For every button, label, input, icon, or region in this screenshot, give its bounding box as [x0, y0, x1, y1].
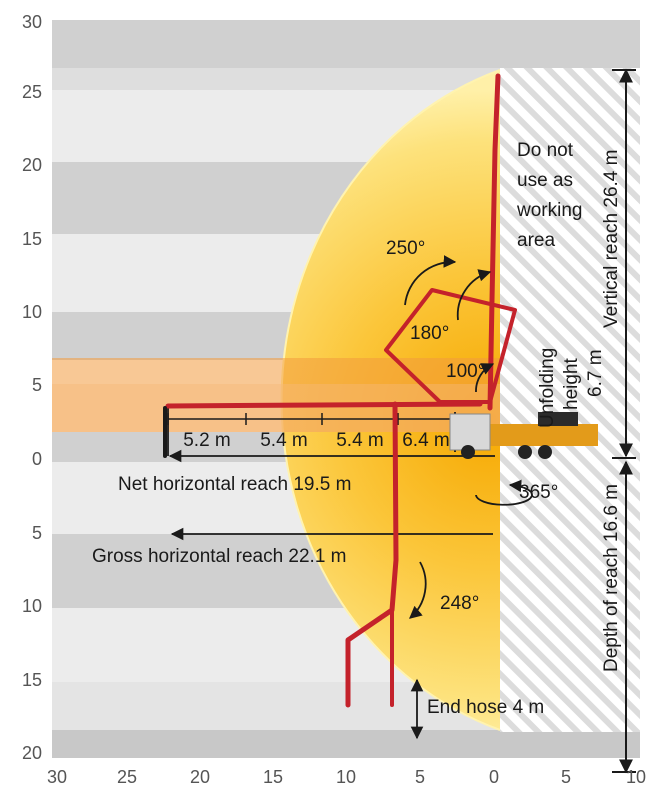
x-tick-15: 15: [263, 767, 283, 787]
rotation-arcs: [404, 255, 533, 740]
segment-label-3: 5.4 m: [336, 430, 384, 451]
net-horizontal-reach-label: Net horizontal reach 19.5 m: [118, 474, 351, 495]
x-tick-5: 5: [415, 767, 425, 787]
x-tick-10r: 10: [626, 767, 646, 787]
x-tick-25: 25: [117, 767, 137, 787]
svg-text:use as: use as: [517, 170, 573, 191]
angle-365-label: 365°: [519, 482, 558, 503]
depth-of-reach-label: Depth of reach 16.6 m: [601, 484, 622, 672]
gross-horizontal-reach-label: Gross horizontal reach 22.1 m: [92, 546, 347, 567]
x-tick-30: 30: [47, 767, 67, 787]
svg-text:working: working: [516, 200, 582, 221]
y-tick-5: 5: [32, 375, 42, 395]
y-tick-30: 30: [22, 12, 42, 32]
segment-label-2: 5.4 m: [260, 430, 308, 451]
boom-horizontal: [165, 401, 483, 409]
no-work-zone-label: Do not use as working area: [516, 140, 582, 251]
segment-label-4: 6.4 m: [402, 430, 450, 451]
y-tick-15d: 15: [22, 670, 42, 690]
svg-text:Unfolding: Unfolding: [537, 348, 558, 428]
x-tick-10: 10: [336, 767, 356, 787]
angle-180-label: 180°: [410, 323, 449, 344]
segment-dimension: [167, 413, 456, 425]
x-tick-20: 20: [190, 767, 210, 787]
x-tick-0: 0: [489, 767, 499, 787]
svg-text:area: area: [517, 230, 555, 251]
angle-250-label: 250°: [386, 238, 425, 259]
y-tick-20d: 20: [22, 743, 42, 763]
segment-label-1: 5.2 m: [183, 430, 231, 451]
y-tick-5d: 5: [32, 523, 42, 543]
no-work-zone: [500, 68, 640, 732]
angle-100-label: 100°: [446, 361, 485, 382]
y-tick-20: 20: [22, 155, 42, 175]
boom: [163, 73, 517, 708]
svg-text:Do not: Do not: [517, 140, 574, 161]
y-tick-10: 10: [22, 302, 42, 322]
vertical-reach-label: Vertical reach 26.4 m: [601, 150, 622, 328]
vertical-reach-dimension: [612, 68, 636, 774]
svg-text:6.7 m: 6.7 m: [585, 349, 606, 397]
boom-vertical: [487, 73, 501, 411]
truck: [449, 412, 598, 459]
x-tick-5r: 5: [561, 767, 571, 787]
angle-248-label: 248°: [440, 593, 479, 614]
y-axis-ticks: 30 25 20 15 10 5 0 5 10 15 20: [22, 12, 42, 763]
unfolding-height-label: Unfolding height 6.7 m: [537, 348, 606, 428]
y-tick-25: 25: [22, 82, 42, 102]
end-hose-label: End hose 4 m: [427, 697, 544, 718]
y-tick-0: 0: [32, 449, 42, 469]
y-tick-15: 15: [22, 229, 42, 249]
x-axis-ticks: 30 25 20 15 10 5 0 5 10: [47, 767, 646, 787]
y-tick-10d: 10: [22, 596, 42, 616]
svg-text:height: height: [561, 358, 582, 410]
